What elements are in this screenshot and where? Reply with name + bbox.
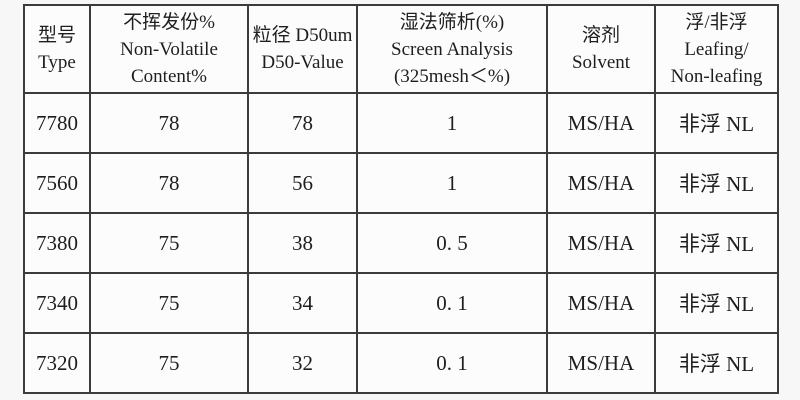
header-leafing-en1: Leafing/	[684, 38, 749, 60]
col-header-solvent: 溶剂 Solvent	[546, 4, 656, 94]
col-header-non-volatile: 不挥发份% Non-Volatile Content%	[89, 4, 249, 94]
cell-screen-analysis: 0. 1	[356, 272, 548, 334]
header-leafing-zh: 浮/非浮	[685, 11, 748, 33]
header-type-zh: 型号	[37, 25, 76, 46]
cell-leafing: 非浮 NL	[654, 212, 779, 274]
table-row: 7560 78 56 1 MS/HA 非浮 NL	[23, 152, 779, 214]
cell-type: 7380	[23, 212, 91, 274]
cell-screen-analysis: 0. 5	[356, 212, 548, 274]
cell-leafing: 非浮 NL	[654, 272, 779, 334]
header-solvent-en: Solvent	[571, 52, 631, 73]
cell-non-volatile: 75	[89, 212, 249, 274]
cell-non-volatile: 78	[89, 92, 249, 154]
header-leafing-en2: Non-leafing	[670, 65, 763, 87]
col-header-particle-d50: 粒径 D50um D50-Value	[247, 4, 358, 94]
cell-leafing: 非浮 NL	[654, 332, 779, 394]
cell-solvent: MS/HA	[546, 92, 656, 154]
cell-non-volatile: 78	[89, 152, 249, 214]
table-row: 7320 75 32 0. 1 MS/HA 非浮 NL	[23, 332, 779, 394]
cell-solvent: MS/HA	[546, 212, 656, 274]
cell-d50: 56	[247, 152, 358, 214]
table-row: 7340 75 34 0. 1 MS/HA 非浮 NL	[23, 272, 779, 334]
header-non-volatile-zh: 不挥发份%	[123, 11, 215, 33]
cell-screen-analysis: 0. 1	[356, 332, 548, 394]
header-d50-zh: 粒径 D50um	[252, 25, 353, 46]
col-header-leafing: 浮/非浮 Leafing/ Non-leafing	[654, 4, 779, 94]
col-header-type: 型号 Type	[23, 4, 91, 94]
cell-d50: 78	[247, 92, 358, 154]
header-solvent-zh: 溶剂	[581, 25, 620, 46]
cell-type: 7560	[23, 152, 91, 214]
product-spec-table: 型号 Type 不挥发份% Non-Volatile Content% 粒径 D…	[23, 4, 779, 394]
cell-screen-analysis: 1	[356, 152, 548, 214]
cell-d50: 38	[247, 212, 358, 274]
header-screen-en2: (325mesh＜%)	[393, 65, 511, 87]
col-header-screen-analysis: 湿法筛析(%) Screen Analysis (325mesh＜%)	[356, 4, 548, 94]
cell-leafing: 非浮 NL	[654, 152, 779, 214]
header-row: 型号 Type 不挥发份% Non-Volatile Content% 粒径 D…	[23, 4, 779, 94]
cell-type: 7320	[23, 332, 91, 394]
cell-non-volatile: 75	[89, 272, 249, 334]
header-type-en: Type	[38, 52, 76, 73]
header-screen-en1: Screen Analysis	[391, 38, 513, 60]
table-row: 7380 75 38 0. 5 MS/HA 非浮 NL	[23, 212, 779, 274]
header-non-volatile-en2: Content%	[131, 65, 207, 87]
header-screen-zh: 湿法筛析(%)	[399, 11, 505, 33]
cell-non-volatile: 75	[89, 332, 249, 394]
cell-d50: 34	[247, 272, 358, 334]
cell-leafing: 非浮 NL	[654, 92, 779, 154]
header-non-volatile-en1: Non-Volatile	[120, 38, 218, 60]
cell-solvent: MS/HA	[546, 152, 656, 214]
cell-d50: 32	[247, 332, 358, 394]
cell-type: 7780	[23, 92, 91, 154]
product-spec-table-container: 型号 Type 不挥发份% Non-Volatile Content% 粒径 D…	[23, 4, 779, 394]
cell-solvent: MS/HA	[546, 272, 656, 334]
table-row: 7780 78 78 1 MS/HA 非浮 NL	[23, 92, 779, 154]
cell-type: 7340	[23, 272, 91, 334]
cell-screen-analysis: 1	[356, 92, 548, 154]
cell-solvent: MS/HA	[546, 332, 656, 394]
header-d50-en: D50-Value	[261, 52, 344, 73]
